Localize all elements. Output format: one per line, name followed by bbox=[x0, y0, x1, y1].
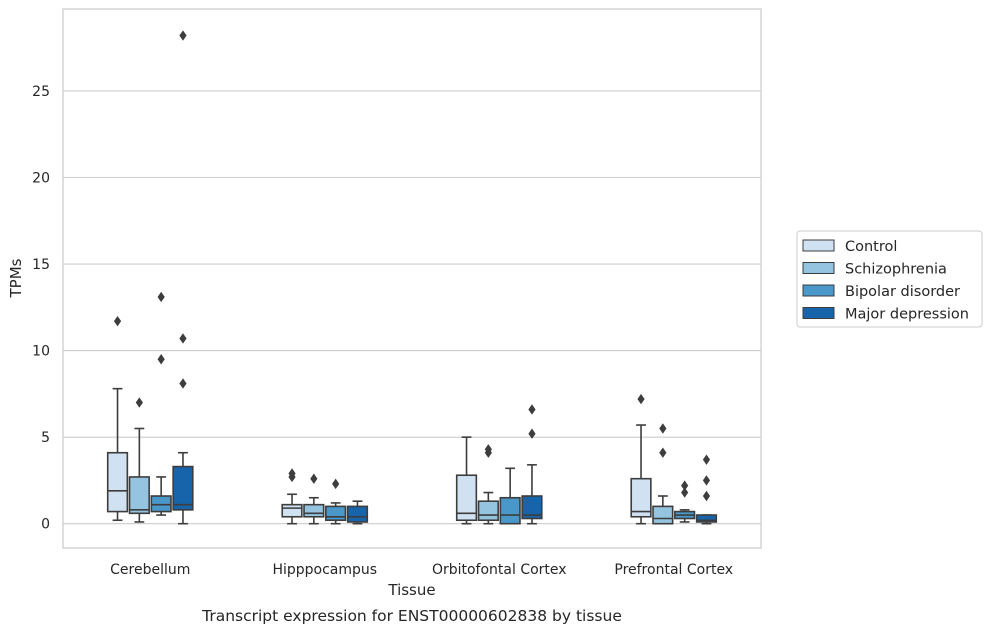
chart-caption: Transcript expression for ENST0000060283… bbox=[201, 607, 622, 625]
grid-layer bbox=[63, 90, 761, 525]
outlier-point bbox=[637, 393, 645, 405]
x-axis-label: Tissue bbox=[387, 581, 435, 599]
legend-swatch bbox=[802, 262, 835, 274]
outlier-point bbox=[179, 30, 187, 41]
box-2-2 bbox=[499, 467, 521, 525]
axis-layer: 0 5 10 15 20 25 Cerebellum Hipppocampus Orbitofo… bbox=[32, 84, 733, 578]
legend-label: Bipolar disorder bbox=[845, 284, 960, 300]
box-iqr bbox=[521, 495, 543, 520]
box-iqr bbox=[150, 495, 172, 513]
outlier-point bbox=[681, 487, 689, 498]
outlier-point bbox=[113, 315, 122, 327]
outlier-point bbox=[659, 423, 667, 434]
outlier-point bbox=[702, 454, 711, 465]
box-iqr bbox=[477, 500, 499, 522]
box-1-3 bbox=[346, 500, 369, 525]
y-tick-label: 25 bbox=[32, 84, 50, 100]
outlier-point bbox=[179, 333, 187, 344]
box-3-0 bbox=[630, 393, 652, 525]
outlier-point bbox=[157, 291, 165, 303]
box-iqr bbox=[106, 451, 129, 513]
outlier-point bbox=[157, 354, 165, 365]
legend-frame bbox=[796, 230, 983, 328]
box-iqr bbox=[325, 505, 347, 522]
box-1-1 bbox=[303, 473, 325, 525]
legend-swatch bbox=[802, 307, 835, 319]
outlier-point bbox=[288, 468, 296, 479]
box-0-0 bbox=[106, 315, 129, 522]
legend-swatch bbox=[802, 284, 835, 297]
box-0-1 bbox=[128, 397, 150, 523]
outlier-point bbox=[528, 404, 536, 415]
box-iqr bbox=[630, 477, 652, 518]
box-iqr bbox=[128, 476, 150, 515]
outlier-point bbox=[702, 490, 711, 502]
box-layer bbox=[106, 30, 718, 525]
box-iqr bbox=[695, 514, 718, 523]
x-tick-label: Hipppocampus bbox=[272, 562, 377, 578]
x-tick-label: Prefrontal Cortex bbox=[614, 562, 733, 578]
legend-swatch bbox=[802, 239, 835, 252]
outlier-point bbox=[179, 378, 187, 389]
outlier-point bbox=[528, 428, 536, 439]
box-2-0 bbox=[455, 436, 478, 525]
box-3-2 bbox=[674, 480, 696, 523]
box-iqr bbox=[303, 503, 325, 518]
box-0-3 bbox=[172, 30, 194, 525]
box-iqr bbox=[172, 465, 194, 511]
y-axis-label: TPMs bbox=[7, 258, 25, 298]
box-2-1 bbox=[477, 444, 499, 525]
box-iqr bbox=[455, 474, 478, 522]
legend: Control Schizophrenia Bipolar disorder Majo… bbox=[796, 230, 983, 328]
y-tick-label: 15 bbox=[32, 257, 50, 273]
box-iqr bbox=[346, 505, 369, 523]
y-tick-label: 20 bbox=[32, 171, 50, 187]
y-tick-label: 0 bbox=[41, 517, 50, 533]
outlier-point bbox=[310, 473, 318, 484]
plot-frame bbox=[62, 8, 762, 549]
y-tick-label: 10 bbox=[32, 344, 50, 360]
outlier-point bbox=[702, 475, 711, 486]
box-iqr bbox=[281, 503, 303, 518]
box-iqr bbox=[652, 505, 674, 525]
x-tick-label: Cerebellum bbox=[110, 562, 190, 578]
box-2-3 bbox=[521, 404, 543, 525]
box-3-3 bbox=[695, 454, 718, 525]
box-3-1 bbox=[652, 423, 674, 525]
outlier-point bbox=[681, 480, 689, 491]
box-iqr bbox=[499, 496, 521, 525]
x-tick-label: Orbitofontal Cortex bbox=[432, 562, 567, 578]
outlier-point bbox=[484, 444, 492, 455]
legend-label: Major depression bbox=[845, 307, 969, 323]
legend-label: Control bbox=[845, 239, 897, 255]
box-1-2 bbox=[325, 478, 347, 525]
legend-label: Schizophrenia bbox=[845, 262, 947, 278]
box-0-2 bbox=[150, 291, 172, 516]
outlier-point bbox=[332, 478, 340, 490]
outlier-point bbox=[659, 447, 667, 458]
y-tick-label: 5 bbox=[41, 430, 50, 446]
box-1-0 bbox=[281, 468, 303, 525]
outlier-point bbox=[135, 397, 143, 408]
